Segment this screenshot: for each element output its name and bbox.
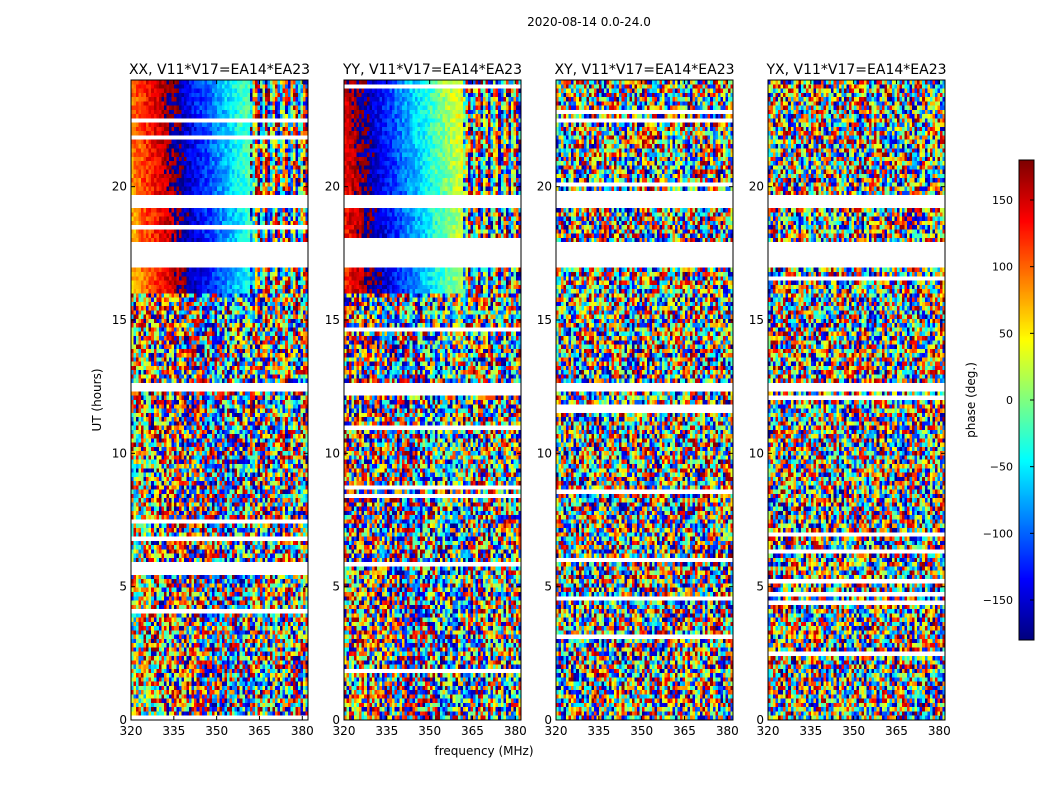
- panel-2: YY, V11*V17=EA14*EA23 320 335 350 365 380 0 5 10…: [325, 62, 527, 738]
- plot-frame: [767, 79, 946, 721]
- x-tick-label: 335: [799, 724, 822, 738]
- colorbar-tick-label: 100: [992, 261, 1013, 274]
- panel-1: XX, V11*V17=EA14*EA23 320 335 350 365 380 0 5 10…: [112, 62, 314, 738]
- x-tick-label: 350: [205, 724, 228, 738]
- y-tick-label: 10: [112, 446, 127, 460]
- y-tick-label: 10: [325, 446, 340, 460]
- y-tick-label: 5: [544, 580, 552, 594]
- y-tick-label: 15: [749, 313, 764, 327]
- y-tick-label: 5: [332, 580, 340, 594]
- panel-title: YX, V11*V17=EA14*EA23: [765, 62, 946, 78]
- x-tick-label: 335: [375, 724, 398, 738]
- y-tick-label: 10: [537, 446, 552, 460]
- x-tick-label: 380: [291, 724, 314, 738]
- y-tick-label: 0: [756, 713, 764, 727]
- x-tick-label: 320: [757, 724, 780, 738]
- panel-title: XY, V11*V17=EA14*EA23: [554, 62, 734, 78]
- y-tick-label: 20: [112, 180, 127, 194]
- panel-title: YY, V11*V17=EA14*EA23: [342, 62, 522, 78]
- colorbar-tick-label: 50: [999, 327, 1013, 340]
- y-tick-label: 15: [537, 313, 552, 327]
- y-tick-label: 5: [756, 580, 764, 594]
- x-tick-label: 320: [545, 724, 568, 738]
- colorbar-tick-label: 150: [992, 194, 1013, 207]
- colorbar-tick-label: −50: [990, 461, 1013, 474]
- colorbar: 150 100 50 0 −50 −100 −150: [983, 159, 1035, 641]
- x-tick-label: 365: [248, 724, 271, 738]
- x-tick-label: 380: [928, 724, 951, 738]
- figure-suptitle: 2020-08-14 0.0-24.0: [527, 15, 651, 29]
- x-tick-label: 350: [842, 724, 865, 738]
- plot-frame: [555, 79, 734, 721]
- x-axis-label: frequency (MHz): [434, 744, 533, 758]
- y-tick-label: 5: [119, 580, 127, 594]
- colorbar-gradient: [1019, 160, 1034, 640]
- y-tick-label: 15: [112, 313, 127, 327]
- x-tick-label: 320: [120, 724, 143, 738]
- colorbar-tick-label: −150: [983, 594, 1013, 607]
- colorbar-label: phase (deg.): [964, 362, 978, 438]
- x-tick-label: 365: [673, 724, 696, 738]
- y-tick-label: 10: [749, 446, 764, 460]
- panel-title: XX, V11*V17=EA14*EA23: [129, 62, 310, 78]
- plot-frame: [130, 79, 309, 721]
- panel-4: YX, V11*V17=EA14*EA23 320 335 350 365 380 0 5 10…: [749, 62, 951, 738]
- x-tick-label: 350: [418, 724, 441, 738]
- panel-3: XY, V11*V17=EA14*EA23 320 335 350 365 380 0 5 10…: [537, 62, 739, 738]
- heatmap-cells: [344, 80, 521, 720]
- x-tick-label: 335: [587, 724, 610, 738]
- y-axis-label: UT (hours): [90, 368, 104, 431]
- x-tick-label: 365: [885, 724, 908, 738]
- heatmap-cells: [768, 80, 945, 720]
- x-tick-label: 320: [333, 724, 356, 738]
- heatmap-cells: [131, 80, 308, 720]
- x-tick-label: 350: [630, 724, 653, 738]
- x-tick-label: 380: [504, 724, 527, 738]
- y-tick-label: 0: [544, 713, 552, 727]
- x-tick-label: 335: [162, 724, 185, 738]
- colorbar-tick-label: 0: [1006, 394, 1013, 407]
- y-tick-label: 20: [749, 180, 764, 194]
- y-tick-label: 0: [332, 713, 340, 727]
- colorbar-tick-label: −100: [983, 527, 1013, 540]
- panels: XX, V11*V17=EA14*EA23 320 335 350 365 380 0 5 10…: [112, 62, 951, 738]
- y-tick-label: 0: [119, 713, 127, 727]
- x-tick-label: 380: [716, 724, 739, 738]
- y-tick-label: 15: [325, 313, 340, 327]
- y-tick-label: 20: [537, 180, 552, 194]
- heatmap-cells: [556, 80, 733, 720]
- x-tick-label: 365: [461, 724, 484, 738]
- plot-frame: [343, 79, 522, 721]
- y-tick-label: 20: [325, 180, 340, 194]
